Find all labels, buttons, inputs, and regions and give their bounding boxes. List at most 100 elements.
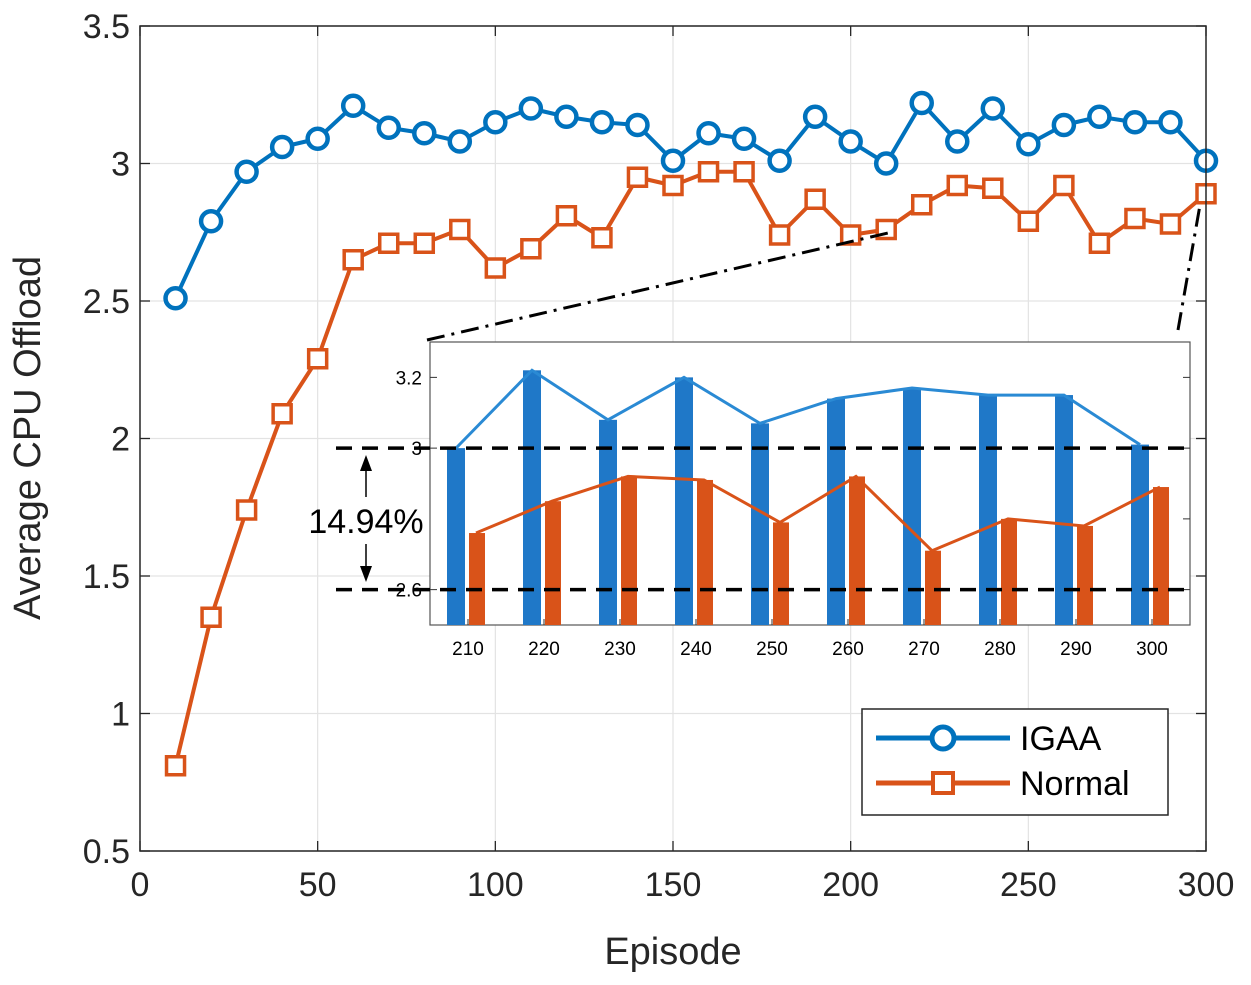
normal-point xyxy=(377,232,400,254)
igaa-point xyxy=(483,110,508,135)
normal-point xyxy=(697,161,720,183)
normal-point xyxy=(342,249,364,271)
y-axis-label: Average CPU Offload xyxy=(7,256,49,620)
normal-point xyxy=(733,161,755,183)
inset-normal-bar xyxy=(773,522,789,625)
x-tick-label: 0 xyxy=(131,866,150,904)
igaa-point xyxy=(1122,110,1148,135)
normal-point xyxy=(804,188,826,210)
igaa-point xyxy=(980,96,1006,121)
igaa-point xyxy=(731,126,757,151)
legend-igaa-label: IGAA xyxy=(1020,720,1102,758)
y-tick-label: 1 xyxy=(111,696,130,734)
inset-igaa-bar xyxy=(447,448,465,625)
y-tick-label: 2.5 xyxy=(83,283,130,321)
igaa-point xyxy=(198,209,224,234)
igaa-point xyxy=(802,104,828,129)
zoom-connector-right xyxy=(1176,204,1202,331)
inset-normal-bar xyxy=(697,479,713,625)
normal-point xyxy=(413,232,436,254)
inset-x-tick-label: 230 xyxy=(604,639,636,660)
legend-igaa-marker xyxy=(929,724,957,752)
inset-x-tick-label: 270 xyxy=(908,639,940,660)
main-tick-labels: 0 50 100 150 200 250 300 0.5 1 1.5 2 2.5 3 3.5 xyxy=(83,8,1235,904)
normal-point xyxy=(271,403,293,425)
normal-point xyxy=(662,174,684,197)
igaa-point xyxy=(838,129,863,154)
gap-annotation: 14.94% xyxy=(308,455,424,582)
igaa-point xyxy=(1051,112,1077,138)
zoom-connector-left xyxy=(426,231,889,342)
normal-point xyxy=(839,224,862,246)
normal-point xyxy=(768,224,791,246)
igaa-point xyxy=(234,159,259,184)
igaa-point xyxy=(412,121,437,146)
inset-igaa-bar xyxy=(827,398,845,625)
inset-x-tick-label: 210 xyxy=(452,639,484,660)
y-tick-label: 2 xyxy=(111,421,130,459)
igaa-point xyxy=(554,104,579,129)
normal-point xyxy=(1159,213,1182,235)
inset-chart: 2.6 3 3.2 210 220 230 240 250 260 270 280 290 300 xyxy=(336,341,1191,660)
x-tick-label: 250 xyxy=(1000,866,1057,904)
inset-igaa-bar xyxy=(1055,395,1073,625)
igaa-point xyxy=(340,93,366,118)
inset-plot-area xyxy=(429,341,1191,626)
inset-normal-bar xyxy=(469,533,485,625)
normal-point xyxy=(164,755,187,777)
legend: IGAA Normal xyxy=(861,708,1169,816)
igaa-point xyxy=(1158,110,1183,135)
gap-percentage-label: 14.94% xyxy=(308,503,423,541)
normal-point xyxy=(484,257,507,279)
igaa-point xyxy=(163,286,188,311)
igaa-point xyxy=(625,112,650,138)
normal-point xyxy=(1124,207,1146,230)
inset-normal-bar xyxy=(1153,487,1169,625)
inset-igaa-bar xyxy=(599,419,617,625)
inset-ticks xyxy=(430,376,1190,625)
normal-point xyxy=(235,499,258,521)
legend-normal-marker xyxy=(931,771,955,795)
inset-x-tick-label: 290 xyxy=(1060,639,1092,660)
igaa-point xyxy=(589,110,615,135)
inset-x-tick-label: 220 xyxy=(528,639,560,660)
x-tick-label: 50 xyxy=(299,866,337,904)
normal-point xyxy=(946,174,969,197)
main-series xyxy=(163,90,1219,777)
legend-normal-label: Normal xyxy=(1020,765,1130,803)
inset-x-tick-label: 300 xyxy=(1136,639,1168,660)
inset-lines xyxy=(454,368,1161,553)
igaa-point xyxy=(1087,104,1112,129)
inset-igaa-line xyxy=(454,368,1141,450)
inset-y-tick-label: 3 xyxy=(411,439,422,460)
inset-normal-bar xyxy=(545,501,561,625)
inset-x-tick-label: 250 xyxy=(756,639,788,660)
inset-normal-bar xyxy=(621,476,637,625)
inset-igaa-bar xyxy=(523,370,541,625)
inset-x-tick-label: 260 xyxy=(832,639,864,660)
inset-normal-bar xyxy=(1077,525,1093,625)
normal-point xyxy=(626,166,649,188)
igaa-point xyxy=(696,121,721,146)
normal-point xyxy=(1053,174,1075,197)
x-tick-label: 100 xyxy=(467,866,524,904)
x-tick-label: 200 xyxy=(822,866,879,904)
inset-normal-bar xyxy=(1001,518,1017,625)
igaa-point xyxy=(518,96,544,121)
inset-x-tick-label: 280 xyxy=(984,639,1016,660)
inset-reference-lines xyxy=(336,446,1190,592)
inset-normal-bar xyxy=(925,550,941,625)
normal-point xyxy=(555,205,578,227)
inset-tick-labels: 2.6 3 3.2 210 220 230 240 250 260 270 280 290 300 xyxy=(396,368,1168,660)
normal-point xyxy=(200,606,222,628)
inset-y-tick-label: 2.6 xyxy=(396,581,422,602)
legend-box xyxy=(861,708,1169,816)
normal-point xyxy=(910,194,933,216)
igaa-point xyxy=(1016,132,1041,157)
gap-arrow-up-head xyxy=(360,455,372,471)
normal-point xyxy=(449,218,471,241)
igaa-point xyxy=(447,129,473,154)
normal-point xyxy=(982,177,1004,199)
normal-point xyxy=(306,348,329,370)
